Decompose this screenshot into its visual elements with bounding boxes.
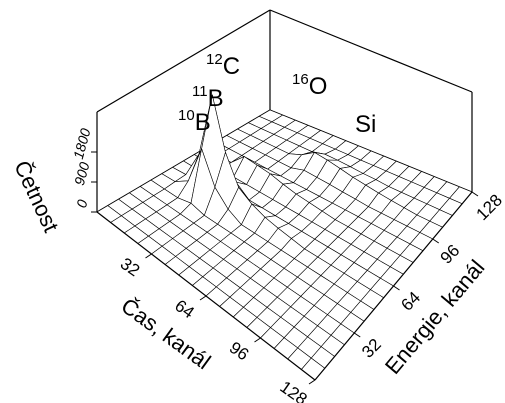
z-tick-label: 900 [71,160,93,187]
y-tick-label: 64 [397,288,424,315]
y-tick [471,191,479,197]
x-tick [199,295,207,301]
peak-label: 10B [178,107,211,136]
box-edge [96,9,271,113]
peak-element: Si [355,111,376,138]
x-tick-label: 32 [117,254,143,280]
z-tick-label: 0 [73,198,91,210]
y-tick-label: 96 [437,241,464,268]
y-tick-label: 32 [358,335,385,362]
x-tick-label: 96 [226,338,252,364]
y-tick [353,332,361,338]
z-tick-label: 1800 [70,126,94,160]
peak-label: 11B [192,83,224,112]
y-tick [393,285,400,291]
peak-label: 16O [292,71,327,100]
peak-label: Si [355,111,376,138]
peak-mass: 12 [206,51,223,68]
x-tick [145,253,152,259]
x-tick-label: 64 [171,296,197,322]
peak-element: B [195,109,211,136]
peak-label: 12C [206,51,240,80]
peak-element: C [223,53,240,80]
box-edge [269,9,473,93]
x-axis-title: Čas, kanál [117,293,216,374]
peak-element: O [309,73,328,100]
peak-element: B [208,85,224,112]
y-tick [432,238,440,244]
peak-mass: 10 [178,107,195,124]
x-tick [308,379,316,385]
z-axis-title: Četnost [9,157,64,236]
peak-mass: 11 [192,83,208,100]
x-tick-label: 128 [277,377,311,403]
peak-mass: 16 [292,71,309,88]
x-tick [254,337,261,343]
